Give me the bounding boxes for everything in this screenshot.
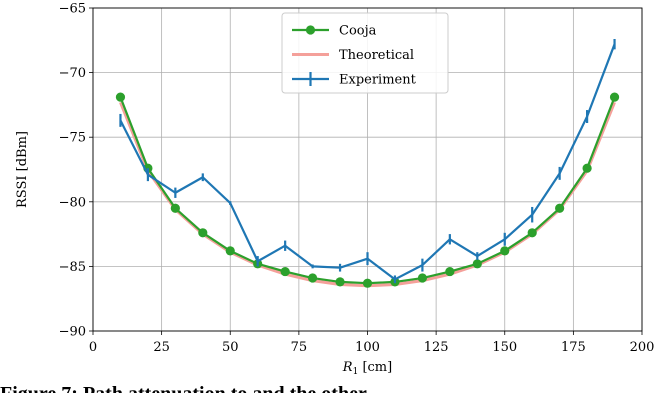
y-tick-label: −75: [59, 131, 86, 146]
point-cooja: [225, 246, 235, 256]
point-cooja: [582, 163, 592, 173]
x-axis-label-subscript: 1: [353, 367, 359, 377]
legend: Cooja Theoretical Experiment: [281, 12, 449, 94]
point-cooja: [170, 203, 180, 213]
point-cooja: [527, 228, 537, 238]
rssi-chart: 0 25 50 75 100 125 150 175 200 −90 −85 −80 −75 −70 −65…: [15, 1, 655, 377]
x-tick-label: 100: [355, 340, 380, 355]
x-tick-label: 200: [630, 340, 655, 355]
point-cooja: [280, 266, 290, 277]
x-tick-label: 175: [561, 340, 586, 355]
y-tick-label: −80: [59, 195, 86, 210]
axis-ticks: 0 25 50 75 100 125 150 175 200 −90 −85 −80 −75 −70 −65: [59, 2, 655, 356]
point-cooja: [555, 203, 565, 213]
figure-caption: Figure 7: Path attenuation to and the ot…: [0, 377, 667, 393]
x-tick-label: 25: [153, 340, 170, 355]
legend-marker-cooja: [305, 25, 316, 35]
y-tick-label: −85: [59, 260, 86, 275]
y-tick-label: −70: [59, 66, 86, 81]
y-tick-label: −65: [59, 2, 86, 17]
point-cooja: [198, 228, 208, 238]
x-tick-label: 0: [89, 340, 97, 355]
x-tick-label: 75: [291, 340, 308, 355]
series-experiment: [119, 39, 616, 284]
legend-label-experiment: Experiment: [339, 73, 417, 88]
x-tick-label: 125: [424, 340, 449, 355]
legend-label-cooja: Cooja: [339, 24, 377, 39]
point-cooja: [115, 92, 126, 102]
series-layer: [115, 39, 620, 288]
point-cooja: [445, 266, 455, 277]
point-cooja: [500, 246, 510, 256]
point-cooja: [609, 92, 620, 102]
y-tick-label: −90: [59, 325, 86, 340]
legend-box: [281, 12, 449, 94]
point-cooja: [362, 278, 373, 288]
point-cooja: [335, 277, 345, 287]
y-axis-label: RSSI [dBm]: [15, 131, 30, 208]
legend-label-theoretical: Theoretical: [339, 48, 414, 63]
point-cooja: [472, 259, 482, 269]
x-axis-label-unit: [cm]: [358, 360, 392, 375]
x-axis-label: R1 [cm]: [342, 360, 392, 377]
x-tick-label: 50: [222, 340, 239, 355]
x-axis-label-symbol: R: [342, 360, 353, 375]
point-cooja: [308, 273, 318, 283]
point-cooja: [417, 273, 427, 283]
x-tick-label: 150: [492, 340, 517, 355]
